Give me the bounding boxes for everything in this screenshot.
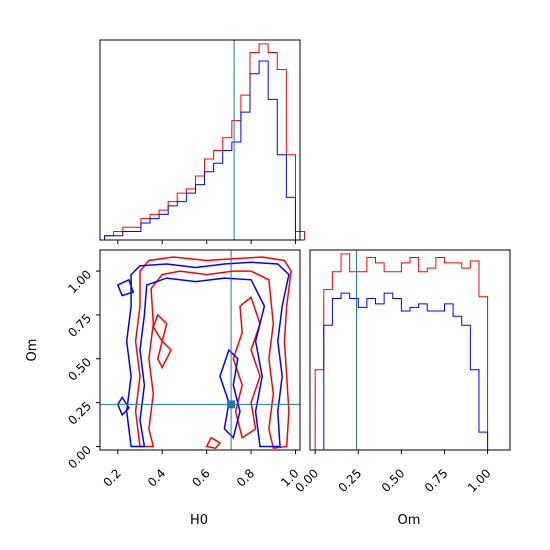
- om-tick-label: 0.00: [65, 443, 94, 472]
- ylabel-om: Om: [25, 339, 40, 362]
- h0-red-histogram: [104, 43, 306, 240]
- om-marginal-tick-label: 1.00: [465, 466, 494, 495]
- om-marginal-tick-label: 0.25: [336, 466, 365, 495]
- om-tick-label: 0.50: [65, 355, 94, 384]
- om-marginal-tick-label: 0.00: [293, 466, 322, 495]
- h0-om-contour-panel: 0.2 0.4 0.6 0.8 1.0 0.000.250.500.751.00 H0 …: [25, 249, 302, 528]
- red-contour: [152, 313, 173, 370]
- h0-blue-histogram: [104, 60, 305, 241]
- red-contour: [205, 436, 222, 450]
- xlabel-om: Om: [398, 513, 421, 528]
- xlabel-h0: H0: [190, 513, 208, 528]
- om-red-histogram: [314, 253, 505, 451]
- contour-frame: [99, 249, 301, 451]
- h0-tick-label: 0.6: [189, 466, 212, 489]
- om-marginal-tick-label: 0.75: [422, 466, 451, 495]
- h0-tick-label: 0.8: [234, 466, 257, 489]
- om-marginal-frame: [309, 249, 511, 451]
- h0-marginal-panel: [99, 39, 306, 244]
- om-marginal-panel: 0.00 0.25 0.50 0.75 1.00 Om: [293, 249, 511, 528]
- om-tick-label: 0.75: [65, 311, 94, 340]
- om-marginal-tick-label: 0.50: [379, 466, 408, 495]
- om-blue-histogram: [315, 292, 505, 451]
- h0-marginal-frame: [99, 39, 301, 241]
- h0-tick-label: 0.2: [100, 466, 123, 489]
- truth-marker: [227, 400, 236, 409]
- blue-contour: [116, 278, 135, 297]
- om-tick-label: 0.25: [65, 399, 94, 428]
- blue-contour: [219, 348, 241, 440]
- blue-contour: [125, 261, 290, 448]
- red-contour: [134, 256, 292, 450]
- h0-tick-label: 0.4: [145, 466, 168, 489]
- om-tick-label: 1.00: [65, 267, 94, 296]
